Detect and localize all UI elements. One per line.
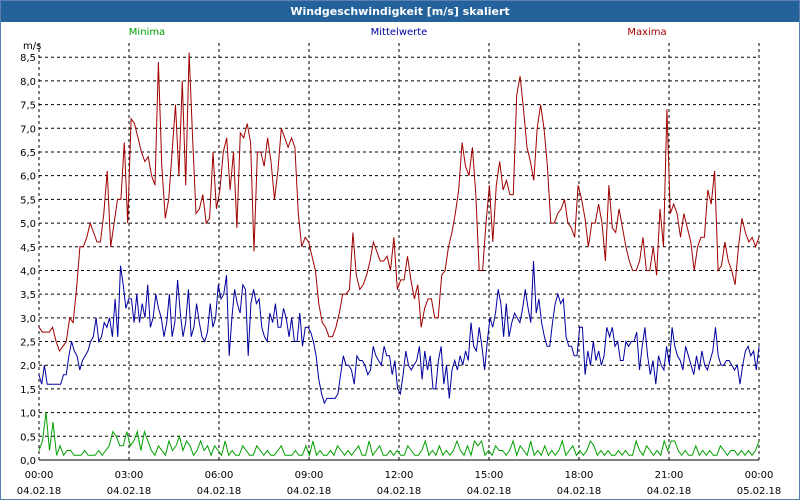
y-tick-label: 2,0 <box>20 361 36 372</box>
y-axis: 0,0 0,5 1,0 1,5 2,0 2,5 3,0 3,5 4,0 4,5 5,0 5,5 6,0 6… <box>20 53 36 467</box>
x-tick-time: 18:00 <box>565 470 594 481</box>
x-tick-time: 12:00 <box>385 470 414 481</box>
x-tick-time: 00:00 <box>25 470 54 481</box>
x-tick-date: 04.02.18 <box>647 486 692 497</box>
grid <box>38 43 760 461</box>
series-line-mittelwerte <box>38 260 760 405</box>
y-tick-label: 3,0 <box>20 314 36 325</box>
x-tick-time: 00:00 <box>745 470 774 481</box>
x-tick-date: 04.02.18 <box>467 486 512 497</box>
window-title: Windgeschwindigkeit [m/s] skaliert <box>1 1 799 22</box>
y-tick-label: 7,0 <box>20 124 36 135</box>
x-tick-date: 04.02.18 <box>377 486 422 497</box>
series-line-maxima <box>38 52 760 353</box>
y-tick-label: 1,0 <box>20 409 36 420</box>
y-tick-label: 5,5 <box>20 195 36 206</box>
x-tick-time: 03:00 <box>115 470 144 481</box>
y-tick-label: 8,5 <box>20 53 36 64</box>
y-tick-label: 5,0 <box>20 219 36 230</box>
x-axis: 00:00 04.02.18 03:00 04.02.18 06:00 04.02.18 0… <box>17 470 782 497</box>
x-tick-date: 05.02.18 <box>737 486 782 497</box>
y-tick-label: 0,5 <box>20 432 36 443</box>
legend-entry-mittelwerte: Mittelwerte <box>371 27 428 38</box>
y-tick-label: 0,0 <box>20 456 36 467</box>
y-tick-label: 4,5 <box>20 243 36 254</box>
legend: Minima Mittelwerte Maxima <box>129 27 667 38</box>
x-tick-date: 04.02.18 <box>287 486 332 497</box>
y-axis-label: m/s <box>23 41 41 52</box>
x-tick-date: 04.02.18 <box>107 486 152 497</box>
y-tick-label: 8,0 <box>20 77 36 88</box>
y-tick-label: 7,5 <box>20 101 36 112</box>
x-tick-time: 06:00 <box>205 470 234 481</box>
y-tick-label: 2,5 <box>20 338 36 349</box>
x-tick-date: 04.02.18 <box>197 486 242 497</box>
legend-entry-maxima: Maxima <box>627 27 666 38</box>
series-line-minima <box>38 412 760 458</box>
y-tick-label: 6,0 <box>20 172 36 183</box>
y-tick-label: 6,5 <box>20 148 36 159</box>
x-tick-time: 21:00 <box>655 470 684 481</box>
x-tick-date: 04.02.18 <box>557 486 602 497</box>
x-tick-time: 09:00 <box>295 470 324 481</box>
x-tick-date: 04.02.18 <box>17 486 62 497</box>
y-tick-label: 4,0 <box>20 266 36 277</box>
y-tick-label: 3,5 <box>20 290 36 301</box>
x-tick-time: 15:00 <box>475 470 504 481</box>
y-tick-label: 1,5 <box>20 385 36 396</box>
legend-entry-minima: Minima <box>129 27 165 38</box>
plot-frame <box>39 43 760 461</box>
series-group <box>38 52 760 458</box>
